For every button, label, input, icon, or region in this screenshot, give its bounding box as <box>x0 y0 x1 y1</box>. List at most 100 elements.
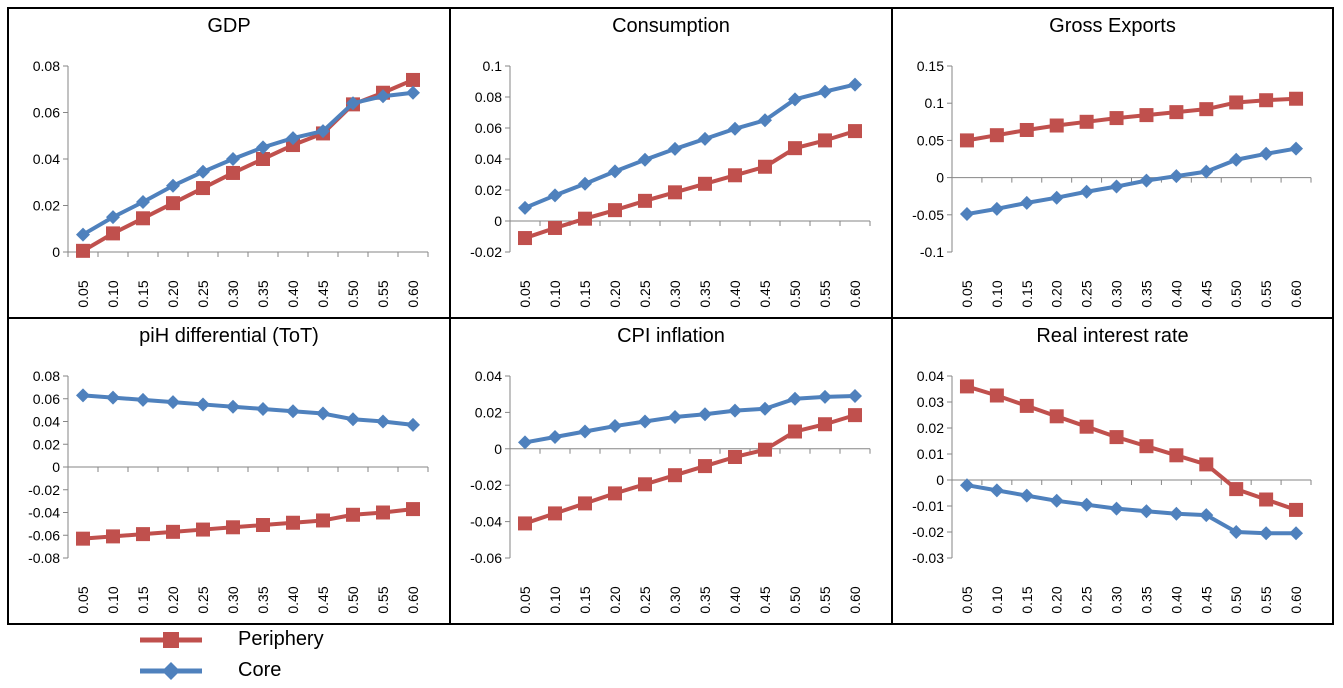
point-core <box>136 392 150 407</box>
point-core <box>286 404 300 419</box>
point-core <box>196 164 210 179</box>
point-core <box>256 401 270 416</box>
point-core <box>668 409 682 424</box>
chart-title: GDP <box>207 15 250 37</box>
x-tick-label: 0.45 <box>315 280 331 307</box>
y-tick-label: 0.04 <box>33 151 60 167</box>
x-tick-label: 0.60 <box>1288 280 1304 307</box>
point-periphery <box>1019 122 1034 137</box>
point-periphery <box>76 531 90 546</box>
chart-title: Gross Exports <box>1049 15 1176 37</box>
point-periphery <box>226 165 240 180</box>
point-core <box>698 407 712 422</box>
point-core <box>256 140 270 155</box>
point-core <box>1139 173 1154 188</box>
y-tick-label: -0.08 <box>28 550 60 566</box>
point-periphery <box>1289 502 1304 517</box>
x-tick-label: 0.05 <box>959 586 975 613</box>
x-tick-label: 0.40 <box>727 586 743 613</box>
point-periphery <box>698 176 712 191</box>
point-core <box>226 152 240 166</box>
point-core <box>1289 141 1304 156</box>
point-periphery <box>136 527 150 542</box>
point-core <box>818 389 832 404</box>
x-tick-label: 0.55 <box>375 280 391 307</box>
x-tick-label: 0.50 <box>787 280 803 307</box>
point-periphery <box>1049 409 1064 424</box>
legend-item-periphery: Periphery <box>140 625 400 655</box>
point-periphery <box>989 128 1004 143</box>
y-tick-label: 0.02 <box>33 436 60 452</box>
x-tick-label: 0.60 <box>405 586 421 613</box>
x-tick-label: 0.35 <box>697 280 713 307</box>
y-tick-label: -0.03 <box>912 550 944 566</box>
point-core <box>728 121 742 136</box>
point-core <box>728 403 742 418</box>
point-periphery <box>758 442 772 457</box>
y-tick-label: 0.08 <box>33 58 60 74</box>
point-periphery <box>848 408 862 423</box>
point-core <box>788 92 802 107</box>
point-core <box>578 176 592 191</box>
point-periphery <box>608 203 622 218</box>
point-periphery <box>1169 105 1184 120</box>
y-tick-label: 0 <box>494 213 502 229</box>
y-tick-label: 0 <box>494 441 502 457</box>
point-periphery <box>136 211 150 226</box>
x-tick-label: 0.30 <box>1109 280 1125 307</box>
point-periphery <box>1079 114 1094 129</box>
x-tick-label: 0.30 <box>667 280 683 307</box>
point-periphery <box>959 133 974 148</box>
y-tick-label: 0.1 <box>925 95 945 111</box>
point-core <box>1199 164 1214 179</box>
point-periphery <box>196 181 210 196</box>
point-core <box>788 391 802 406</box>
x-tick-label: 0.25 <box>195 586 211 613</box>
point-periphery <box>728 168 742 183</box>
point-periphery <box>698 459 712 474</box>
point-core <box>1169 506 1184 521</box>
point-core <box>1139 504 1154 519</box>
chart-panel-cpi-inflation: CPI inflation -0.06 -0.04 -0.02 0 0.02 0.04 0.0… <box>449 317 893 625</box>
point-core <box>989 483 1004 498</box>
y-tick-label: 0.06 <box>475 120 502 136</box>
x-tick-label: 0.40 <box>1168 280 1184 307</box>
x-tick-label: 0.10 <box>989 280 1005 307</box>
x-tick-label: 0.45 <box>1198 586 1214 613</box>
panel-border <box>7 7 451 319</box>
point-periphery <box>1049 118 1064 133</box>
point-core <box>1289 526 1304 541</box>
point-core <box>346 96 360 111</box>
y-tick-label: 0.06 <box>33 105 60 121</box>
point-core <box>1259 526 1274 541</box>
point-periphery <box>758 159 772 174</box>
y-tick-label: -0.06 <box>28 527 60 543</box>
point-periphery <box>1109 430 1124 445</box>
point-core <box>106 210 120 225</box>
y-tick-label: 0.04 <box>475 368 502 384</box>
point-core <box>1259 146 1274 161</box>
point-core <box>196 397 210 412</box>
point-core <box>959 478 974 493</box>
point-core <box>136 195 150 210</box>
x-tick-label: 0.10 <box>547 280 563 307</box>
point-periphery <box>788 141 802 156</box>
point-periphery <box>638 193 652 208</box>
y-tick-label: -0.04 <box>470 514 502 530</box>
x-tick-label: 0.55 <box>1258 586 1274 613</box>
x-tick-label: 0.25 <box>1079 280 1095 307</box>
y-tick-label: -0.04 <box>28 505 60 521</box>
point-periphery <box>196 522 210 537</box>
point-periphery <box>548 506 562 521</box>
point-core <box>959 207 974 222</box>
point-core <box>848 77 862 92</box>
y-tick-label: 0.05 <box>917 132 944 148</box>
legend-item-core: Core <box>140 656 400 686</box>
x-tick-label: 0.05 <box>959 280 975 307</box>
x-tick-label: 0.30 <box>225 280 241 307</box>
point-core <box>848 389 862 404</box>
point-periphery <box>818 417 832 432</box>
x-tick-label: 0.50 <box>345 280 361 307</box>
point-periphery <box>1229 95 1244 110</box>
point-periphery <box>518 516 532 531</box>
